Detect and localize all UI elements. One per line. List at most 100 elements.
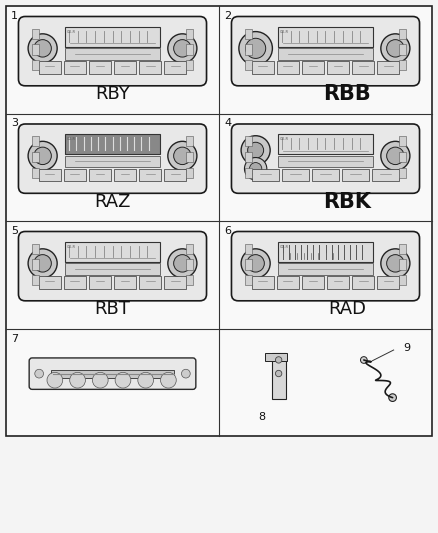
Circle shape (168, 249, 197, 278)
Circle shape (47, 373, 63, 388)
Bar (372, 169, 399, 181)
Circle shape (381, 34, 410, 63)
Bar (164, 61, 186, 74)
Circle shape (239, 31, 272, 65)
Circle shape (244, 158, 267, 180)
Bar (278, 156, 373, 167)
Text: 2: 2 (224, 11, 231, 21)
Text: 9: 9 (403, 343, 410, 353)
Text: 8: 8 (258, 411, 265, 422)
Bar (377, 61, 399, 74)
Circle shape (115, 373, 131, 388)
Bar (65, 49, 160, 60)
Bar (32, 60, 39, 70)
Bar (377, 276, 399, 288)
Bar (245, 167, 252, 177)
Bar (89, 61, 111, 74)
Bar (278, 36, 287, 47)
Bar (245, 275, 252, 285)
Bar (6, 6, 432, 436)
Circle shape (34, 147, 51, 165)
Bar (65, 241, 160, 262)
Circle shape (381, 141, 410, 171)
Bar (282, 169, 309, 181)
Bar (186, 152, 193, 162)
Bar (89, 276, 111, 288)
Bar (39, 169, 61, 181)
Circle shape (173, 147, 191, 165)
Bar (64, 169, 86, 181)
Bar (245, 60, 252, 70)
FancyBboxPatch shape (29, 358, 196, 390)
Bar (114, 169, 136, 181)
Circle shape (34, 39, 51, 57)
Bar (277, 61, 299, 74)
Bar (65, 36, 74, 47)
Circle shape (246, 38, 266, 59)
Text: 4: 4 (224, 118, 231, 128)
Circle shape (35, 369, 43, 378)
Bar (65, 156, 160, 167)
Circle shape (389, 394, 396, 401)
Circle shape (34, 255, 51, 272)
Bar (32, 152, 39, 162)
Bar (278, 241, 373, 262)
Circle shape (28, 141, 57, 171)
Text: RBT: RBT (95, 300, 131, 318)
Bar (245, 152, 252, 162)
Circle shape (276, 370, 282, 377)
Bar (186, 260, 193, 270)
Bar (32, 244, 39, 254)
Bar (186, 29, 193, 39)
Circle shape (28, 249, 57, 278)
Bar (399, 152, 406, 162)
Bar (32, 136, 39, 147)
Bar (186, 136, 193, 147)
Circle shape (250, 163, 262, 175)
Text: RBY: RBY (95, 85, 130, 103)
Text: CD-R: CD-R (279, 137, 288, 141)
Text: 6: 6 (224, 226, 231, 236)
FancyBboxPatch shape (231, 124, 420, 193)
Bar (39, 61, 61, 74)
Bar (278, 27, 373, 47)
Circle shape (387, 255, 404, 272)
Circle shape (173, 255, 191, 272)
Bar (64, 61, 86, 74)
Text: RBK: RBK (323, 192, 371, 212)
Circle shape (161, 373, 176, 388)
Bar (399, 260, 406, 270)
Bar (65, 134, 160, 154)
Circle shape (387, 39, 404, 57)
Bar (186, 244, 193, 254)
Bar (278, 263, 373, 274)
Text: CD-R: CD-R (279, 245, 288, 248)
Bar (265, 353, 287, 361)
Bar (114, 61, 136, 74)
Text: CD-R: CD-R (66, 137, 75, 141)
Text: 7: 7 (11, 334, 18, 343)
Text: RAZ: RAZ (94, 192, 131, 211)
FancyBboxPatch shape (18, 231, 207, 301)
Bar (139, 61, 161, 74)
Text: RAD: RAD (328, 300, 366, 318)
Bar (352, 61, 374, 74)
Bar (399, 44, 406, 54)
Text: CD-R: CD-R (66, 29, 75, 34)
Bar (277, 276, 299, 288)
Circle shape (173, 39, 191, 57)
Bar (252, 169, 279, 181)
Circle shape (360, 357, 367, 364)
Bar (245, 244, 252, 254)
Bar (245, 29, 252, 39)
Text: 5: 5 (11, 226, 18, 236)
FancyBboxPatch shape (231, 231, 420, 301)
Bar (65, 263, 160, 274)
Bar (399, 29, 406, 39)
Bar (399, 167, 406, 177)
Bar (278, 251, 287, 262)
Bar (312, 169, 339, 181)
Bar (89, 169, 111, 181)
Bar (139, 169, 161, 181)
Bar (245, 44, 252, 54)
